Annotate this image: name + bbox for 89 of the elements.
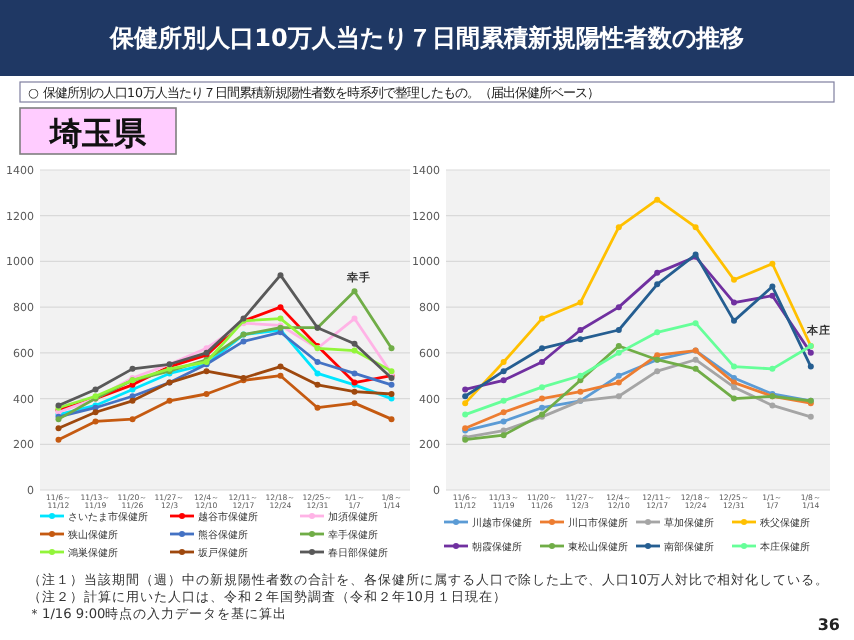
point bbox=[539, 345, 545, 352]
line-series bbox=[55, 372, 395, 443]
point bbox=[654, 329, 661, 336]
point bbox=[500, 418, 507, 425]
point bbox=[692, 365, 699, 372]
point bbox=[731, 317, 737, 324]
point bbox=[129, 416, 136, 423]
text: 埼玉県 bbox=[48, 114, 148, 152]
point bbox=[462, 411, 469, 418]
point bbox=[769, 283, 776, 290]
point bbox=[500, 397, 507, 404]
point bbox=[769, 292, 776, 299]
point bbox=[92, 386, 99, 393]
point bbox=[654, 196, 661, 203]
point bbox=[807, 363, 814, 370]
point bbox=[539, 384, 545, 391]
point bbox=[351, 347, 358, 354]
point bbox=[314, 404, 321, 411]
point bbox=[807, 349, 814, 356]
point bbox=[539, 395, 545, 402]
point bbox=[577, 327, 584, 333]
point bbox=[92, 418, 99, 425]
point bbox=[277, 272, 284, 279]
point bbox=[240, 338, 247, 345]
point bbox=[615, 349, 622, 356]
point bbox=[462, 400, 469, 407]
point bbox=[351, 370, 358, 377]
point bbox=[388, 381, 395, 388]
point bbox=[615, 343, 622, 349]
point bbox=[731, 384, 737, 391]
point bbox=[277, 304, 284, 311]
point bbox=[807, 413, 814, 420]
point bbox=[577, 299, 584, 306]
point bbox=[654, 281, 661, 288]
point bbox=[615, 393, 622, 400]
point bbox=[129, 365, 136, 372]
point bbox=[615, 372, 622, 379]
point bbox=[277, 372, 284, 379]
point bbox=[769, 402, 776, 409]
point bbox=[692, 224, 699, 231]
point bbox=[769, 260, 776, 267]
point bbox=[314, 381, 321, 388]
chart-title: 保健所別人口10万人当たり７日間累積新規陽性者数の推移 bbox=[108, 24, 744, 52]
point bbox=[55, 425, 62, 432]
point bbox=[351, 400, 358, 407]
point bbox=[351, 388, 358, 395]
point bbox=[654, 269, 661, 276]
point bbox=[166, 397, 173, 404]
line-series bbox=[55, 363, 395, 432]
point bbox=[692, 356, 699, 363]
point bbox=[351, 288, 358, 295]
point bbox=[500, 368, 507, 375]
point bbox=[731, 299, 737, 306]
text: 36 bbox=[817, 616, 841, 634]
point bbox=[731, 276, 737, 283]
point bbox=[615, 224, 622, 231]
point bbox=[500, 432, 507, 439]
point bbox=[277, 363, 284, 370]
point bbox=[500, 409, 507, 416]
point bbox=[55, 436, 62, 443]
point bbox=[388, 345, 395, 352]
point bbox=[92, 409, 99, 416]
point bbox=[462, 393, 469, 400]
point bbox=[654, 368, 661, 375]
point bbox=[769, 365, 776, 372]
point bbox=[203, 391, 210, 397]
point bbox=[731, 363, 737, 370]
line-series bbox=[55, 272, 395, 409]
point bbox=[203, 368, 210, 375]
point bbox=[577, 372, 584, 379]
point bbox=[277, 315, 284, 322]
point bbox=[314, 370, 321, 377]
point bbox=[388, 416, 395, 423]
point bbox=[388, 391, 395, 397]
point bbox=[351, 340, 358, 347]
point bbox=[539, 404, 545, 411]
point bbox=[500, 377, 507, 384]
point bbox=[351, 315, 358, 322]
point bbox=[577, 388, 584, 395]
point bbox=[615, 304, 622, 311]
point bbox=[692, 320, 699, 327]
point bbox=[500, 359, 507, 365]
point bbox=[462, 386, 469, 393]
point bbox=[615, 327, 622, 333]
point bbox=[731, 395, 737, 402]
point bbox=[577, 336, 584, 343]
point bbox=[539, 315, 545, 322]
point bbox=[615, 379, 622, 386]
point bbox=[314, 359, 321, 365]
